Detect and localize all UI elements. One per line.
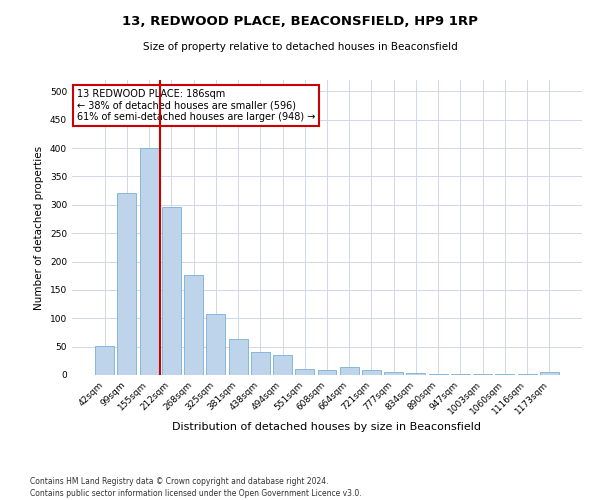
Bar [429, 374, 448, 375]
Bar [206, 314, 225, 375]
Bar [473, 374, 492, 375]
Bar [95, 346, 114, 375]
Bar [340, 367, 359, 375]
Bar [251, 352, 270, 375]
Bar [496, 374, 514, 375]
Bar [295, 370, 314, 375]
Bar [451, 374, 470, 375]
Text: 13 REDWOOD PLACE: 186sqm
← 38% of detached houses are smaller (596)
61% of semi-: 13 REDWOOD PLACE: 186sqm ← 38% of detach… [77, 89, 316, 122]
X-axis label: Distribution of detached houses by size in Beaconsfield: Distribution of detached houses by size … [173, 422, 482, 432]
Bar [362, 370, 381, 375]
Bar [229, 340, 248, 375]
Text: Size of property relative to detached houses in Beaconsfield: Size of property relative to detached ho… [143, 42, 457, 52]
Bar [118, 194, 136, 375]
Bar [184, 275, 203, 375]
Bar [384, 372, 403, 375]
Text: Contains HM Land Registry data © Crown copyright and database right 2024.: Contains HM Land Registry data © Crown c… [30, 478, 329, 486]
Text: 13, REDWOOD PLACE, BEACONSFIELD, HP9 1RP: 13, REDWOOD PLACE, BEACONSFIELD, HP9 1RP [122, 15, 478, 28]
Y-axis label: Number of detached properties: Number of detached properties [34, 146, 44, 310]
Text: Contains public sector information licensed under the Open Government Licence v3: Contains public sector information licen… [30, 489, 362, 498]
Bar [162, 207, 181, 375]
Bar [518, 374, 536, 375]
Bar [406, 374, 425, 375]
Bar [273, 355, 292, 375]
Bar [317, 370, 337, 375]
Bar [140, 148, 158, 375]
Bar [540, 372, 559, 375]
